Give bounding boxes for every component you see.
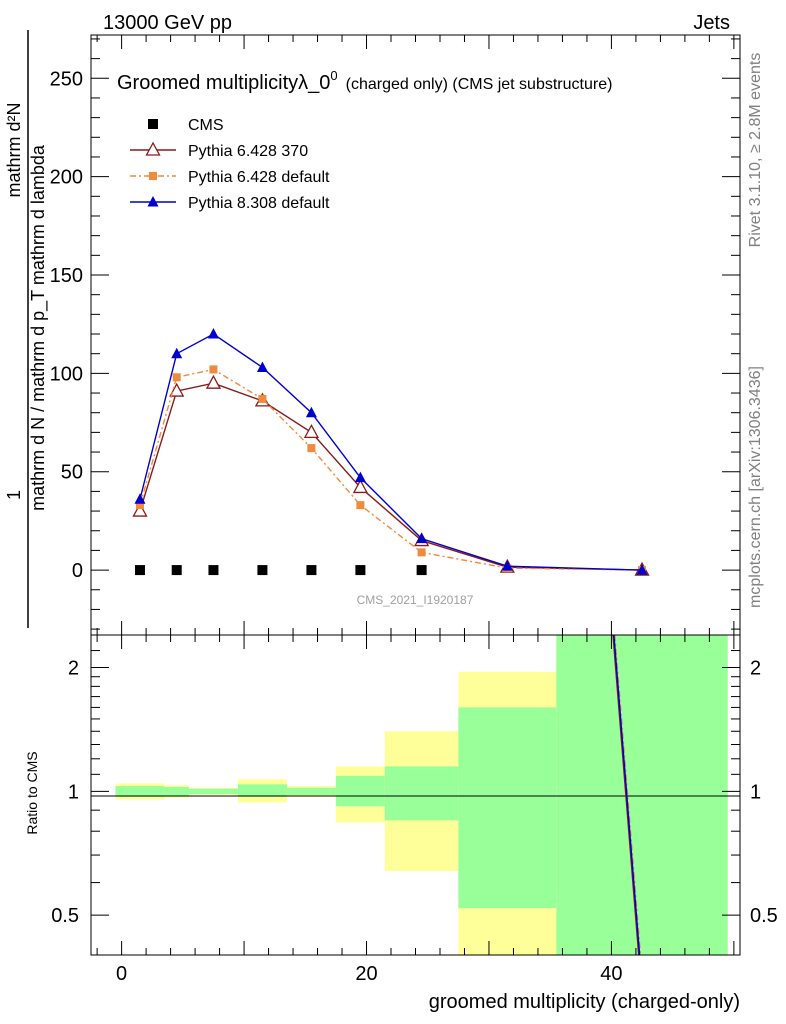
ratio-line-group (612, 634, 642, 956)
uncertainty-band-green (335, 775, 385, 807)
plot-title-main: Groomed multiplicityλ_0 (117, 72, 330, 94)
legend-marker (145, 141, 161, 156)
analysis-watermark: CMS_2021_I1920187 (357, 593, 474, 607)
x-tick-label: 20 (355, 963, 377, 985)
data-point (135, 501, 144, 510)
data-point (169, 382, 185, 397)
process-label: Jets (693, 12, 730, 34)
energy-label: 13000 GeV pp (103, 12, 232, 34)
plot-title: Groomed multiplicityλ_00 (charged only) (… (117, 68, 612, 94)
ratio-y-axis-title: Ratio to CMS (24, 751, 40, 834)
data-point (354, 471, 366, 483)
main-panel: 0 50 100 150 200 250 1 mathrm d²N mathrm d N … (4, 30, 741, 636)
data-point (172, 373, 181, 382)
data-point (134, 493, 146, 504)
x-tick-label: 0 (116, 963, 127, 985)
uncertainty-band-green (237, 784, 287, 797)
legend-label: Pythia 8.308 default (188, 195, 330, 212)
series-line (139, 382, 643, 571)
legend-entry: Pythia 8.308 default (130, 195, 330, 212)
y-axis-title-d2n: mathrm d²N (4, 102, 24, 197)
y-tick-label: 0 (72, 560, 83, 582)
data-point (209, 365, 218, 374)
series-1 (132, 374, 650, 576)
main-y-axis-title: 1 mathrm d²N mathrm d N / mathrm d p_T m… (4, 30, 49, 628)
data-point (132, 502, 148, 517)
legend-label: Pythia 6.428 default (188, 169, 330, 186)
data-point (256, 361, 268, 372)
x-axis-title: groomed multiplicity (charged-only) (429, 991, 740, 1013)
data-point (307, 444, 316, 453)
data-point (416, 532, 428, 544)
plot-subtitle: (charged only) (CMS jet substructure) (346, 76, 613, 93)
data-point (205, 374, 222, 389)
uncertainty-band-green (458, 707, 557, 909)
plot-title-superscript: 0 (330, 68, 337, 83)
y-tick-label: 50 (61, 462, 83, 484)
ratio-y-tick-label: 2 (68, 658, 79, 680)
ratio-y-tick-label: 1 (68, 781, 79, 803)
y-axis-title-numerator: 1 (4, 490, 24, 500)
legend-marker (149, 172, 157, 180)
data-point (257, 565, 268, 576)
ratio-y-tick-label-right: 1 (750, 781, 761, 803)
data-point (417, 548, 426, 557)
legend-label: Pythia 6.428 370 (188, 143, 308, 160)
data-point (501, 560, 513, 571)
y-tick-label: 200 (50, 167, 83, 189)
data-point (355, 565, 366, 576)
series-line (139, 368, 643, 571)
data-point (416, 565, 427, 576)
y-tick-label: 250 (50, 68, 83, 90)
ratio-y-tick-label: 0.5 (51, 905, 79, 927)
ratio-line-red (612, 634, 640, 956)
y-tick-label: 150 (50, 265, 83, 287)
data-point (171, 565, 182, 576)
ratio-panel: 0.5 0.5 1 1 2 2 0 20 40 Ratio to CMS groomed mu… (24, 634, 778, 1013)
ratio-y-tick-label-right: 0.5 (750, 905, 778, 927)
main-y-axis: 0 50 100 150 200 250 (50, 35, 740, 635)
uncertainty-band-green (188, 788, 238, 795)
main-series (132, 328, 650, 576)
x-axis: 0 20 40 (96, 635, 735, 985)
legend-label: CMS (188, 117, 224, 134)
legend-entry: Pythia 6.428 default (130, 169, 330, 186)
ratio-y-tick-label-right: 2 (750, 658, 761, 680)
data-point (208, 565, 219, 576)
x-tick-label: 40 (600, 963, 622, 985)
uncertainty-band-green (164, 786, 189, 796)
uncertainty-band-green (286, 787, 336, 795)
series-0 (134, 565, 427, 576)
data-point (636, 564, 648, 575)
rivet-label: Rivet 3.1.10, ≥ 2.8M events (747, 53, 764, 248)
ratio-line-blue (613, 634, 641, 956)
ratio-bands (115, 635, 728, 955)
data-point (258, 394, 267, 403)
uncertainty-band-green (556, 635, 728, 955)
legend-entry: CMS (148, 117, 224, 134)
data-point (303, 424, 320, 439)
data-point (171, 347, 183, 359)
legend-entry: Pythia 6.428 370 (130, 141, 308, 160)
uncertainty-band-green (384, 766, 459, 821)
series-2 (135, 365, 647, 575)
ratio-line-orange (614, 634, 642, 956)
legend: CMS Pythia 6.428 370 Pythia 6.428 default P… (130, 117, 330, 212)
uncertainty-band-green (115, 786, 165, 797)
data-point (356, 501, 365, 510)
legend-marker (147, 196, 159, 207)
legend-marker (148, 119, 158, 129)
data-point (352, 479, 368, 494)
data-point (207, 328, 219, 339)
series-3 (134, 328, 648, 575)
y-axis-title-denominator: mathrm d N / mathrm d p_T mathrm d lambd… (28, 144, 49, 511)
data-point (134, 565, 145, 576)
y-tick-label: 100 (50, 363, 83, 385)
data-point (305, 406, 317, 418)
mcplots-label: mcplots.cern.ch [arXiv:1306.3436] (747, 366, 764, 608)
ratio-y-axis: 0.5 0.5 1 1 2 2 (51, 650, 778, 927)
data-point (306, 565, 317, 576)
